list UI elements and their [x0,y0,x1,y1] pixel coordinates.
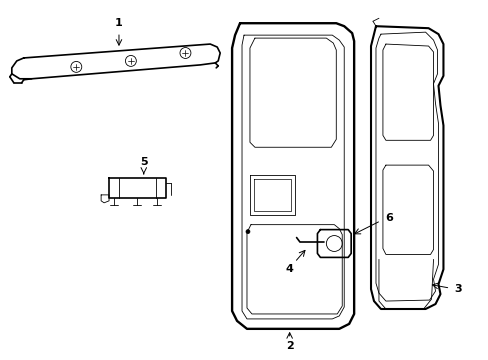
Text: 5: 5 [140,157,147,167]
Text: 3: 3 [453,284,461,294]
Text: 2: 2 [285,341,293,351]
Text: 4: 4 [285,264,293,274]
Text: 1: 1 [115,18,122,28]
Text: 6: 6 [384,213,392,223]
Circle shape [245,230,249,234]
